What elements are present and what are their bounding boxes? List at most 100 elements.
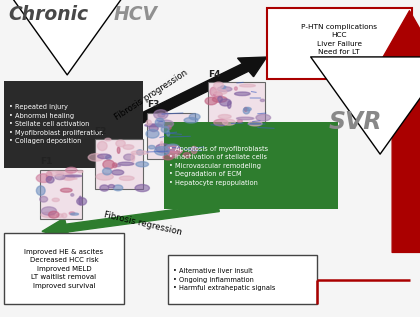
Ellipse shape — [155, 146, 169, 155]
Ellipse shape — [236, 117, 254, 120]
Ellipse shape — [77, 197, 87, 205]
Ellipse shape — [163, 155, 173, 160]
Ellipse shape — [131, 151, 148, 154]
FancyBboxPatch shape — [208, 82, 265, 128]
Ellipse shape — [154, 110, 168, 119]
Ellipse shape — [100, 185, 109, 191]
Text: • Apoptosis of myofibroblasts
• Inactivation of stellate cells
• Microvascular r: • Apoptosis of myofibroblasts • Inactiva… — [169, 146, 268, 186]
Ellipse shape — [46, 176, 54, 183]
Ellipse shape — [146, 120, 151, 125]
Ellipse shape — [217, 87, 232, 92]
Text: F4: F4 — [208, 70, 221, 79]
Ellipse shape — [88, 154, 104, 161]
Ellipse shape — [55, 174, 65, 180]
Ellipse shape — [135, 184, 150, 192]
Ellipse shape — [239, 84, 255, 87]
Ellipse shape — [66, 175, 82, 177]
Ellipse shape — [155, 118, 165, 127]
Polygon shape — [42, 204, 219, 238]
Text: • Alternative liver insult
• Ongoing inflammation
• Harmful extrahepatic signals: • Alternative liver insult • Ongoing inf… — [173, 268, 276, 291]
Ellipse shape — [161, 126, 169, 133]
Text: HCV: HCV — [113, 5, 158, 24]
Ellipse shape — [136, 150, 143, 155]
Ellipse shape — [228, 101, 231, 108]
Ellipse shape — [79, 196, 81, 205]
Ellipse shape — [60, 188, 72, 192]
Text: F1: F1 — [40, 158, 52, 166]
Ellipse shape — [221, 86, 226, 89]
Ellipse shape — [97, 154, 110, 158]
Ellipse shape — [62, 213, 67, 218]
Ellipse shape — [169, 151, 177, 158]
Ellipse shape — [158, 113, 165, 117]
Ellipse shape — [102, 168, 111, 175]
Ellipse shape — [112, 170, 124, 175]
Ellipse shape — [41, 207, 57, 215]
Ellipse shape — [69, 212, 75, 215]
Ellipse shape — [78, 171, 83, 172]
Ellipse shape — [213, 96, 227, 102]
Ellipse shape — [123, 145, 134, 149]
Ellipse shape — [36, 174, 51, 183]
Polygon shape — [79, 57, 267, 151]
Text: Improved HE & ascites
Decreased HCC risk
Improved MELD
LT waitlist removal
Impro: Improved HE & ascites Decreased HCC risk… — [24, 249, 104, 289]
Ellipse shape — [146, 130, 159, 138]
FancyBboxPatch shape — [267, 8, 412, 79]
Ellipse shape — [205, 97, 217, 105]
Ellipse shape — [149, 125, 158, 132]
Ellipse shape — [71, 213, 79, 215]
FancyBboxPatch shape — [168, 255, 317, 304]
Ellipse shape — [136, 162, 149, 167]
Ellipse shape — [256, 114, 270, 121]
Ellipse shape — [237, 120, 242, 122]
FancyBboxPatch shape — [164, 122, 338, 209]
Text: F3: F3 — [147, 100, 159, 109]
Ellipse shape — [218, 96, 222, 102]
FancyBboxPatch shape — [94, 139, 143, 189]
Ellipse shape — [124, 154, 134, 160]
Ellipse shape — [96, 173, 113, 180]
Ellipse shape — [210, 87, 217, 96]
Ellipse shape — [49, 211, 59, 218]
Text: • Repeated injury
• Abnormal healing
• Stellate cell activation
• Myofibroblast : • Repeated injury • Abnormal healing • S… — [9, 104, 104, 145]
Ellipse shape — [63, 174, 75, 180]
Ellipse shape — [60, 178, 77, 180]
Ellipse shape — [66, 167, 77, 173]
Ellipse shape — [148, 146, 155, 149]
Ellipse shape — [189, 114, 200, 120]
Ellipse shape — [103, 160, 114, 169]
Text: Fibrosis progression: Fibrosis progression — [113, 68, 189, 122]
Text: F2: F2 — [94, 127, 107, 136]
Ellipse shape — [155, 144, 172, 153]
Ellipse shape — [97, 141, 107, 151]
Text: Fibrosis regression: Fibrosis regression — [103, 210, 183, 237]
Ellipse shape — [213, 90, 227, 94]
Ellipse shape — [47, 171, 63, 176]
FancyBboxPatch shape — [4, 81, 143, 168]
Ellipse shape — [119, 176, 134, 180]
Ellipse shape — [191, 146, 197, 154]
Ellipse shape — [52, 198, 59, 202]
Ellipse shape — [37, 186, 45, 195]
Text: P-HTN complications
HCC
Liver Failure
Need for LT
Death: P-HTN complications HCC Liver Failure Ne… — [301, 23, 377, 64]
Ellipse shape — [145, 124, 163, 127]
Ellipse shape — [158, 120, 173, 128]
Ellipse shape — [56, 171, 73, 174]
Ellipse shape — [116, 140, 125, 147]
Ellipse shape — [214, 92, 222, 98]
Ellipse shape — [218, 114, 231, 119]
Ellipse shape — [183, 152, 191, 158]
Ellipse shape — [118, 162, 134, 165]
Ellipse shape — [244, 107, 251, 111]
Ellipse shape — [115, 165, 121, 167]
Ellipse shape — [165, 147, 181, 156]
Ellipse shape — [234, 87, 237, 90]
Text: SVR: SVR — [328, 110, 382, 134]
Ellipse shape — [220, 99, 231, 106]
Ellipse shape — [56, 214, 63, 217]
Ellipse shape — [160, 141, 163, 148]
Ellipse shape — [167, 131, 170, 136]
Ellipse shape — [131, 154, 135, 162]
Ellipse shape — [117, 147, 120, 153]
Ellipse shape — [113, 163, 117, 168]
